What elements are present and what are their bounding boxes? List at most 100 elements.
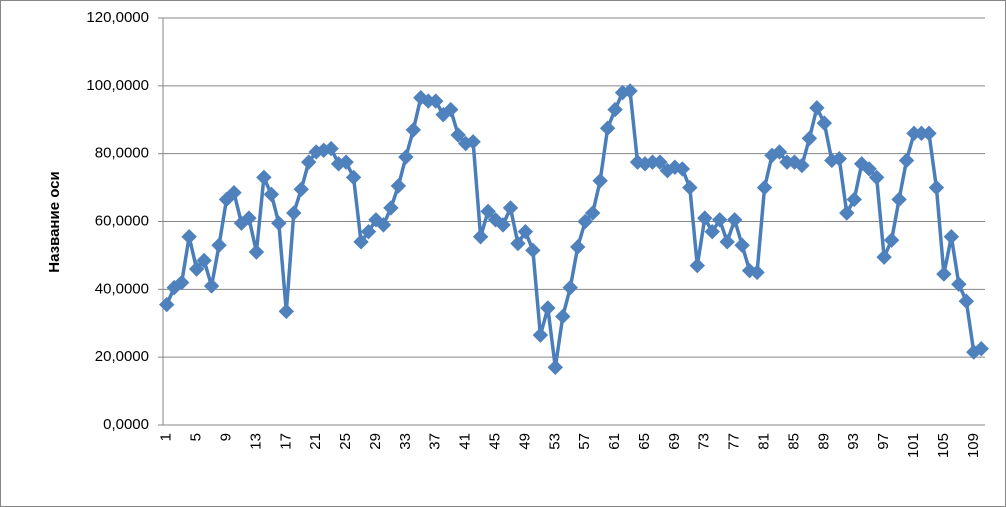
x-tick-label: 61 — [606, 433, 623, 450]
point-marker — [958, 293, 975, 309]
point-marker — [704, 223, 720, 240]
point-marker — [898, 152, 915, 169]
point-marker — [921, 125, 937, 142]
point-marker — [928, 179, 945, 196]
point-marker — [405, 122, 422, 138]
point-marker — [816, 115, 833, 131]
point-marker — [480, 203, 496, 220]
point-marker — [472, 229, 489, 245]
point-marker — [271, 215, 287, 231]
x-tick-label: 29 — [367, 433, 384, 450]
x-tick-label: 41 — [457, 433, 474, 450]
point-marker — [203, 278, 220, 294]
y-axis-title: Название оси — [46, 171, 63, 273]
point-marker — [794, 157, 810, 174]
x-tick-label: 89 — [815, 433, 832, 450]
point-marker — [712, 212, 728, 228]
point-marker — [525, 242, 541, 259]
point-marker — [756, 179, 773, 196]
x-tick-label: 65 — [636, 433, 653, 450]
y-tick-label: 20,0000 — [95, 348, 149, 365]
point-marker — [196, 252, 212, 269]
point-marker — [973, 340, 989, 357]
x-tick-label: 85 — [785, 433, 802, 450]
x-tick-label: 33 — [397, 433, 414, 450]
point-marker — [547, 359, 564, 376]
y-tick-label: 80,0000 — [95, 145, 149, 162]
y-tick-label: 100,0000 — [86, 77, 149, 94]
y-tick-label: 0,0000 — [103, 416, 149, 433]
point-marker — [502, 200, 519, 216]
x-tick-label: 81 — [756, 433, 773, 450]
point-marker — [188, 261, 205, 277]
point-marker — [674, 161, 691, 177]
point-marker — [801, 130, 818, 147]
point-marker — [517, 223, 534, 240]
point-marker — [540, 300, 556, 316]
point-marker — [719, 234, 735, 250]
x-tick-label: 93 — [845, 433, 862, 450]
x-tick-label: 57 — [576, 433, 593, 450]
point-marker — [936, 266, 952, 282]
point-marker — [442, 101, 459, 118]
x-tick-label: 25 — [337, 433, 354, 450]
point-marker — [697, 210, 713, 226]
point-marker — [263, 186, 280, 203]
point-marker — [577, 213, 593, 230]
point-marker — [293, 181, 309, 197]
x-tick-label: 17 — [277, 433, 294, 450]
point-marker — [749, 264, 765, 281]
point-marker — [682, 179, 698, 196]
point-marker — [256, 169, 272, 186]
point-marker — [809, 100, 825, 116]
x-tick-label: 5 — [188, 433, 205, 441]
point-marker — [689, 257, 706, 274]
point-marker — [652, 154, 668, 170]
point-marker — [398, 149, 414, 165]
point-marker — [584, 205, 601, 221]
x-tick-label: 37 — [427, 433, 444, 450]
point-marker — [891, 191, 907, 208]
point-marker — [301, 154, 317, 170]
x-tick-label: 13 — [247, 433, 264, 450]
point-marker — [943, 229, 960, 245]
x-tick-label: 101 — [905, 433, 922, 458]
point-marker — [532, 327, 549, 343]
point-marker — [570, 239, 586, 255]
x-tick-label: 45 — [487, 433, 504, 450]
x-tick-label: 109 — [965, 433, 982, 458]
point-marker — [562, 279, 578, 296]
point-marker — [450, 127, 466, 143]
point-marker — [831, 151, 847, 167]
point-marker — [951, 276, 967, 292]
point-marker — [173, 274, 190, 291]
point-marker — [876, 249, 892, 265]
point-marker — [495, 217, 511, 233]
x-tick-label: 53 — [546, 433, 563, 450]
point-marker — [510, 235, 526, 252]
point-marker — [241, 210, 257, 226]
point-marker — [226, 184, 242, 201]
point-marker — [771, 144, 788, 160]
y-tick-label: 60,0000 — [95, 212, 149, 229]
point-marker — [323, 140, 339, 157]
point-marker — [622, 83, 638, 99]
point-marker — [286, 205, 302, 221]
point-marker — [465, 134, 481, 150]
point-marker — [360, 223, 377, 240]
x-tick-label: 21 — [307, 433, 324, 450]
point-marker — [428, 93, 444, 109]
point-marker — [607, 101, 623, 118]
point-marker — [555, 308, 571, 325]
point-marker — [181, 229, 197, 245]
point-marker — [159, 296, 175, 313]
x-tick-label: 49 — [516, 433, 533, 450]
x-tick-label: 77 — [726, 433, 743, 450]
x-tick-label: 73 — [696, 433, 713, 450]
x-tick-label: 69 — [666, 433, 683, 450]
point-marker — [211, 237, 227, 253]
point-marker — [853, 156, 870, 172]
point-marker — [353, 234, 369, 250]
